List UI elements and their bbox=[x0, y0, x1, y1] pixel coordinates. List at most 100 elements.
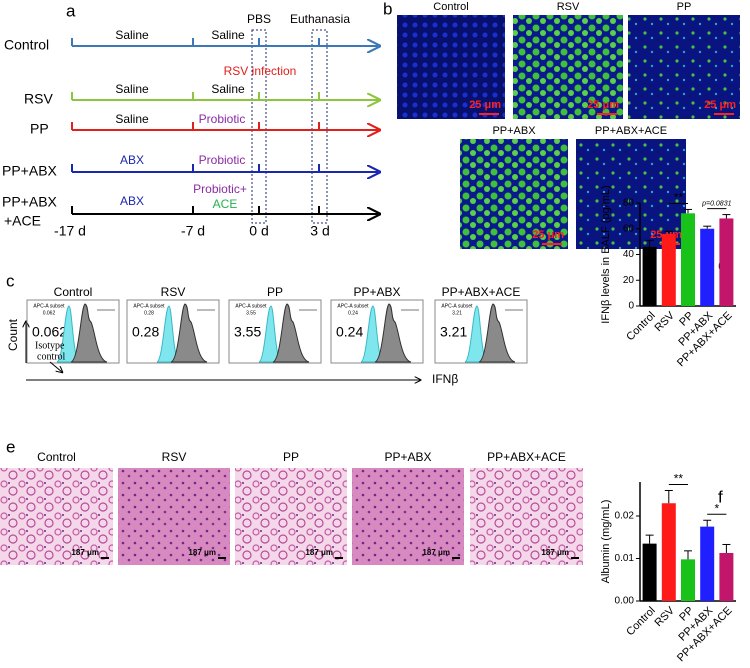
image-title: RSV bbox=[162, 450, 187, 464]
significance-label: p=0.0831 bbox=[701, 200, 731, 207]
group-label: RSV bbox=[24, 91, 53, 107]
y-tick-label: 0.00 bbox=[615, 596, 635, 607]
image-title: PP+ABX bbox=[492, 125, 536, 137]
significance-label: * bbox=[714, 501, 719, 515]
image-title: PP+ABX bbox=[384, 450, 431, 464]
bar bbox=[719, 552, 734, 601]
scale-label: 25 μm bbox=[469, 99, 501, 111]
histology-image bbox=[118, 468, 230, 565]
segment-label: ABX bbox=[120, 194, 144, 208]
percent-value: 3.21 bbox=[440, 324, 467, 340]
group-label: PP+ABX bbox=[2, 163, 58, 179]
scale-label: 187 μm bbox=[422, 548, 450, 557]
segment-label: Saline bbox=[115, 82, 149, 96]
isotype-label: control bbox=[37, 351, 66, 362]
x-tick-label: RSV bbox=[652, 604, 677, 629]
y-axis-label: Albumin (mg/mL) bbox=[600, 500, 612, 584]
segment-label: ABX bbox=[120, 153, 144, 167]
percent-value: 0.28 bbox=[132, 324, 159, 340]
image-title: PP bbox=[677, 1, 692, 13]
histology-image bbox=[352, 468, 464, 565]
sample-peak bbox=[272, 303, 310, 363]
panel-letter: e bbox=[6, 437, 15, 456]
subset-label: APC-A subset bbox=[337, 303, 369, 309]
histology-image bbox=[470, 468, 583, 565]
panel-letter: a bbox=[66, 1, 76, 20]
percent-value: 0.24 bbox=[336, 324, 363, 340]
image-title: RSV bbox=[557, 1, 580, 13]
image-title: Control bbox=[37, 450, 76, 464]
bar bbox=[700, 526, 715, 601]
subset-value: 3.55 bbox=[246, 310, 256, 316]
scale-label: 25 μm bbox=[704, 99, 736, 111]
subset-value: 0.062 bbox=[43, 310, 56, 316]
sample-peak bbox=[478, 303, 516, 363]
isotype-label: Isotype bbox=[35, 340, 65, 351]
segment-label: Saline bbox=[115, 112, 149, 126]
y-tick-label: 0 bbox=[628, 301, 634, 312]
isotype-arrow bbox=[49, 361, 62, 372]
y-tick-label: 60 bbox=[623, 223, 635, 234]
time-label: 3 d bbox=[310, 223, 329, 239]
scale-label: 187 μm bbox=[71, 548, 99, 557]
bar bbox=[700, 228, 715, 306]
image-title: PP+ABX+ACE bbox=[595, 125, 667, 137]
segment-label: Probiotic+ bbox=[193, 182, 247, 196]
time-label: -7 d bbox=[181, 223, 205, 239]
image-title: PP bbox=[283, 450, 299, 464]
plot-title: RSV bbox=[161, 285, 186, 299]
scale-label: 187 μm bbox=[541, 548, 569, 557]
histology-image bbox=[235, 468, 347, 565]
scale-label: 25 μm bbox=[587, 99, 619, 111]
y-tick-label: 40 bbox=[623, 249, 635, 260]
time-label: -17 d bbox=[54, 223, 86, 239]
y-tick-label: 20 bbox=[623, 275, 635, 286]
panel-letter: f bbox=[718, 487, 723, 506]
histogram-frame bbox=[228, 299, 322, 364]
subset-label: APC-A subset bbox=[441, 303, 473, 309]
pbs-box bbox=[251, 29, 267, 224]
histogram-frame bbox=[434, 299, 528, 364]
rsv-infection-label: RSV infection bbox=[224, 64, 297, 78]
group-label: Control bbox=[4, 37, 49, 53]
segment-label: Saline bbox=[115, 28, 149, 42]
bar bbox=[661, 233, 676, 306]
subset-value: 3.21 bbox=[452, 310, 462, 316]
scale-label: 187 μm bbox=[188, 548, 216, 557]
group-label: PP+ABX bbox=[2, 194, 58, 210]
euthanasia-label: Euthanasia bbox=[290, 12, 350, 26]
significance-label: ** bbox=[674, 191, 684, 205]
significance-label: ** bbox=[674, 472, 684, 486]
y-tick-label: 80 bbox=[623, 198, 635, 209]
y-tick-label: 0.01 bbox=[615, 553, 635, 564]
time-label: 0 d bbox=[249, 223, 268, 239]
segment-label: Probiotic bbox=[199, 153, 246, 167]
pbs-label: PBS bbox=[247, 12, 271, 26]
axis-label: IFNβ bbox=[432, 372, 458, 386]
micrograph bbox=[576, 139, 686, 249]
panel-letter: b bbox=[383, 0, 392, 18]
micrograph bbox=[397, 15, 505, 119]
histogram-frame bbox=[330, 299, 424, 364]
bar bbox=[681, 559, 695, 601]
plot-title: PP bbox=[267, 285, 283, 299]
bar bbox=[661, 503, 676, 601]
sample-peak bbox=[374, 303, 412, 363]
subset-value: 0.24 bbox=[348, 310, 358, 316]
histogram-frame bbox=[26, 299, 120, 364]
bar bbox=[642, 543, 657, 601]
sample-peak bbox=[70, 303, 108, 363]
histogram-frame bbox=[126, 299, 220, 364]
subset-label: APC-A subset bbox=[33, 303, 65, 309]
sample-peak bbox=[170, 303, 208, 363]
x-tick-label: RSV bbox=[652, 309, 677, 334]
histology-image bbox=[0, 468, 113, 565]
group-label: PP bbox=[30, 121, 49, 137]
segment-label: ACE bbox=[213, 197, 238, 211]
y-tick-label: 0.02 bbox=[615, 511, 635, 522]
group-label: +ACE bbox=[4, 213, 41, 229]
image-title: PP+ABX+ACE bbox=[487, 450, 566, 464]
percent-value: 0.062 bbox=[32, 324, 67, 340]
plot-title: PP+ABX bbox=[353, 285, 400, 299]
